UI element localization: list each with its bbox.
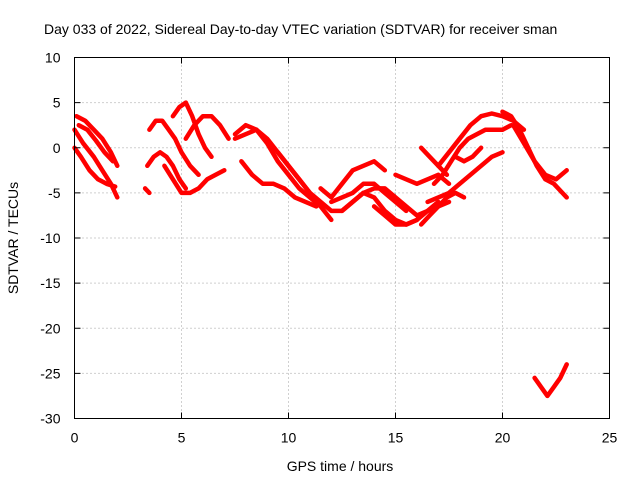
x-tick-label: 10	[281, 430, 297, 446]
y-axis-label: SDTVAR / TECUs	[5, 182, 21, 294]
series-trace-24	[436, 111, 527, 169]
x-tick-label: 0	[71, 430, 79, 446]
series-trace-2	[72, 145, 118, 189]
y-tick-label: 0	[53, 140, 61, 156]
series-trace-28	[510, 122, 569, 182]
grid-lines	[74, 57, 610, 419]
series-trace-13	[232, 122, 334, 223]
series-trace-8	[170, 100, 214, 160]
series-trace-10	[142, 186, 152, 196]
series-trace-15	[318, 159, 388, 200]
x-tick-label: 15	[388, 430, 404, 446]
y-tick-label: 5	[53, 95, 61, 111]
series-trace-5	[145, 150, 189, 191]
series-trace-22	[425, 150, 505, 205]
y-tick-label: -15	[40, 275, 60, 291]
series-trace-3	[74, 113, 120, 169]
series-trace-25	[418, 145, 450, 178]
series-trace-21	[418, 190, 467, 227]
x-axis-label: GPS time / hours	[287, 458, 394, 474]
chart-title: Day 033 of 2022, Sidereal Day-to-day VTE…	[44, 21, 557, 37]
series-trace-12	[239, 159, 319, 209]
series-trace-29	[532, 362, 569, 399]
y-tick-label: -30	[40, 411, 60, 427]
x-tick-label: 25	[602, 430, 618, 446]
series-trace-7	[162, 163, 227, 196]
series-trace-6	[147, 118, 201, 178]
y-tick-label: -10	[40, 230, 60, 246]
y-tick-label: -25	[40, 365, 60, 381]
y-tick-label: 10	[45, 50, 61, 66]
series-trace-9	[183, 113, 231, 141]
series-trace-16	[329, 181, 409, 214]
y-tick-labels: -30 -25 -20 -15 -10 -5 0 5 10	[40, 50, 60, 427]
axis-ticks	[74, 57, 610, 419]
series-trace-23	[431, 122, 514, 187]
data-traces	[72, 100, 569, 399]
y-tick-label: -20	[40, 320, 60, 336]
x-tick-label: 5	[178, 430, 186, 446]
x-tick-label: 20	[495, 430, 511, 446]
x-tick-labels: 0 5 10 15 20 25	[71, 430, 618, 446]
series-trace-4	[76, 122, 116, 164]
series-trace-26	[453, 145, 484, 164]
y-tick-label: -5	[48, 185, 61, 201]
